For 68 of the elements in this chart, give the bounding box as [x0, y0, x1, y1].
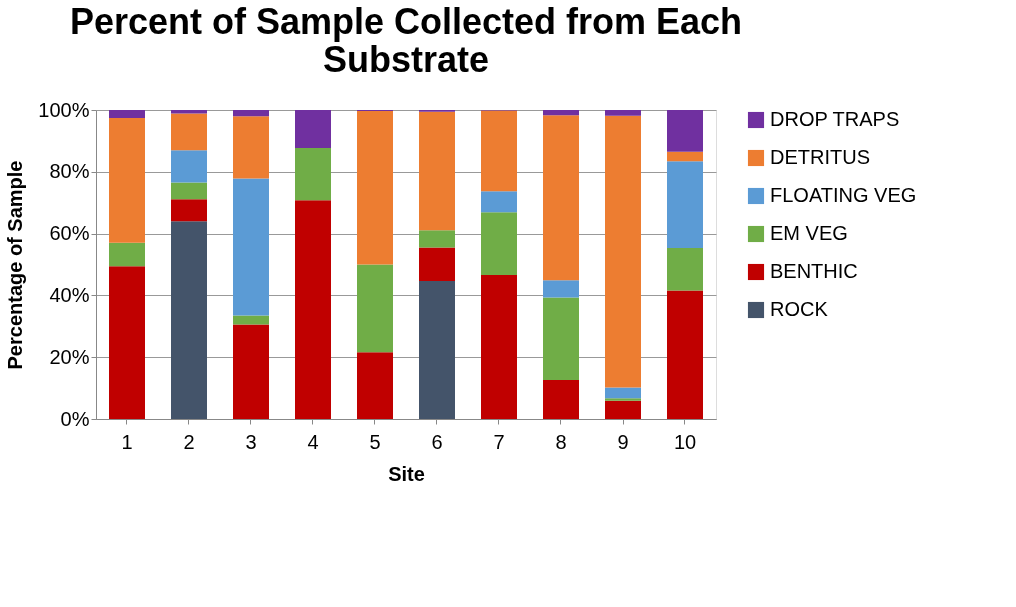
bar: [109, 242, 145, 267]
bar: [419, 247, 455, 281]
y-tick-label: 40%: [49, 283, 90, 306]
bar: [109, 266, 145, 419]
x-tick-label: 4: [307, 430, 319, 453]
x-tick-label: 1: [121, 430, 133, 453]
bar: [171, 199, 207, 222]
legend-label: FLOATING VEG: [770, 184, 917, 206]
y-tick-label: 100%: [38, 98, 90, 121]
bar: [667, 248, 703, 291]
bar: [543, 110, 579, 116]
bar: [295, 110, 331, 149]
y-tick-label: 0%: [60, 407, 90, 430]
x-tick-label: 6: [431, 430, 443, 453]
x-axis-title: Site: [388, 462, 425, 485]
bar: [605, 387, 641, 399]
bar: [233, 116, 269, 179]
legend-label: EM VEG: [770, 222, 848, 244]
bar: [295, 148, 331, 201]
bar: [667, 161, 703, 249]
bar: [109, 110, 145, 119]
legend-label: DROP TRAPS: [770, 108, 900, 130]
bar: [419, 111, 455, 231]
bar: [357, 352, 393, 419]
bar: [667, 151, 703, 162]
bar: [605, 400, 641, 419]
bar: [233, 178, 269, 316]
bar: [481, 275, 517, 419]
bar: [109, 118, 145, 243]
bar: [481, 110, 517, 192]
x-tick-label: 9: [617, 430, 629, 453]
x-tick-label: 5: [369, 430, 381, 453]
bar: [605, 110, 641, 116]
bar: [171, 150, 207, 183]
x-tick-label: 8: [555, 430, 567, 453]
bar: [543, 115, 579, 281]
bar: [357, 110, 393, 265]
y-tick-label: 60%: [49, 222, 90, 245]
bar: [233, 110, 269, 117]
legend-label: DETRITUS: [770, 146, 870, 168]
bar: [605, 115, 641, 388]
x-tick-label: 3: [245, 430, 257, 453]
bar: [667, 110, 703, 152]
chart-title: Percent of Sample Collected from Each Substrate: [69, 1, 743, 80]
bar: [419, 230, 455, 248]
x-tick-label: 2: [183, 430, 195, 453]
y-axis-title: Percentage of Sample: [4, 160, 27, 370]
bar: [605, 398, 641, 401]
bar: [171, 182, 207, 200]
bar: [357, 264, 393, 353]
bar: [171, 221, 207, 419]
y-tick-label: 20%: [49, 345, 90, 368]
bar: [419, 280, 455, 419]
bar: [295, 200, 331, 419]
x-tick-label: 7: [493, 430, 505, 453]
bar: [233, 324, 269, 419]
bar: [543, 297, 579, 381]
x-tick-label: 10: [673, 430, 697, 453]
bar: [543, 280, 579, 298]
bar: [233, 315, 269, 325]
bar: [171, 113, 207, 151]
legend-label: BENTHIC: [770, 260, 858, 282]
bar: [481, 212, 517, 276]
bar: [481, 191, 517, 213]
bar: [543, 380, 579, 419]
bar: [667, 290, 703, 419]
y-tick-label: 80%: [49, 160, 90, 183]
legend-label: ROCK: [770, 298, 829, 320]
